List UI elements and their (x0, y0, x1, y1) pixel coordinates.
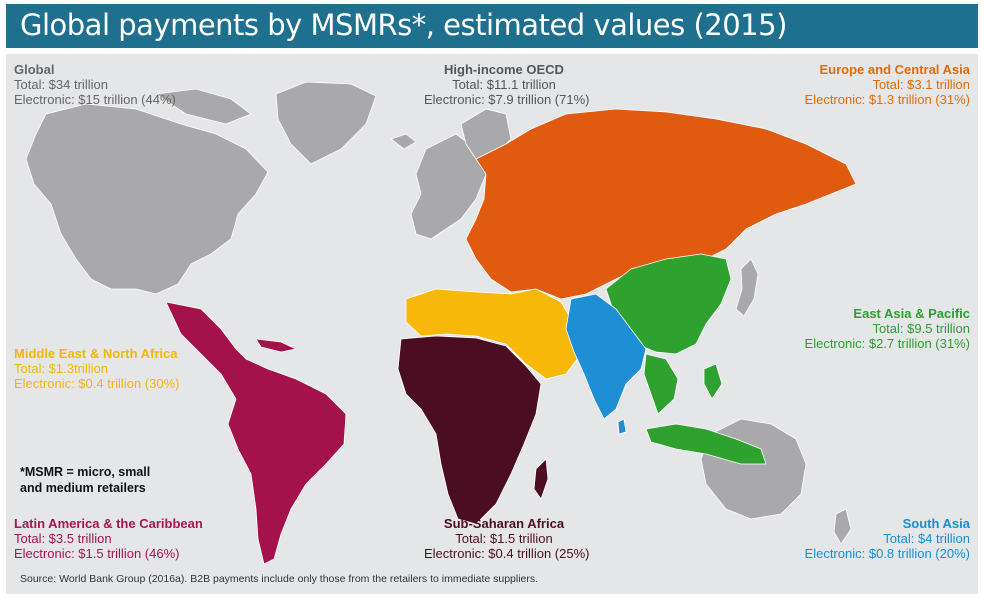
label-mena-total: Total: $1.3trillion (14, 361, 108, 376)
label-eap-total: Total: $9.5 trillion (872, 321, 970, 336)
region-philippines (703, 363, 723, 400)
label-eap-name: East Asia & Pacific (853, 306, 970, 321)
msmr-footnote-line2: and medium retailers (20, 481, 146, 495)
label-latam-total: Total: $3.5 trillion (14, 531, 112, 546)
label-global-total: Total: $34 trillion (14, 77, 108, 92)
label-ssa-electronic: Electronic: $0.4 trillion (25%) (424, 546, 590, 561)
label-latam-electronic: Electronic: $1.5 trillion (46%) (14, 546, 180, 561)
region-latin-america (165, 301, 347, 565)
label-sa-name: South Asia (902, 516, 970, 531)
region-sri-lanka (617, 418, 627, 435)
region-greenland (275, 81, 377, 165)
label-eap-electronic: Electronic: $2.7 trillion (31%) (804, 336, 970, 351)
region-indonesia (645, 423, 767, 465)
page-title: Global payments by MSMRs*, estimated val… (20, 8, 787, 42)
label-high-income-oecd: High-income OECD Total: $11.1 trillion E… (424, 62, 590, 107)
label-ssa-total: Total: $1.5 trillion (455, 531, 553, 546)
label-eca-electronic: Electronic: $1.3 trillion (31%) (804, 92, 970, 107)
region-japan (735, 258, 759, 317)
map-panel: Global Total: $34 trillion Electronic: $… (6, 54, 978, 594)
region-iceland (390, 133, 417, 150)
msmr-footnote: *MSMR = micro, small and medium retailer… (20, 464, 150, 496)
label-oecd-electronic: Electronic: $7.9 trillion (71%) (424, 92, 590, 107)
region-mena (405, 288, 582, 380)
label-sa-electronic: Electronic: $0.8 trillion (20%) (804, 546, 970, 561)
region-south-asia (565, 293, 647, 420)
label-east-asia-pacific: East Asia & Pacific Total: $9.5 trillion… (768, 306, 970, 351)
label-global-electronic: Electronic: $15 trillion (44%) (14, 92, 176, 107)
label-sub-saharan-africa: Sub-Saharan Africa Total: $1.5 trillion … (424, 516, 590, 561)
label-latin-america-caribbean: Latin America & the Caribbean Total: $3.… (14, 516, 203, 561)
label-europe-central-asia: Europe and Central Asia Total: $3.1 tril… (768, 62, 970, 107)
world-map (25, 81, 857, 565)
label-latam-name: Latin America & the Caribbean (14, 516, 203, 531)
label-global: Global Total: $34 trillion Electronic: $… (14, 62, 176, 107)
msmr-footnote-line1: *MSMR = micro, small (20, 465, 151, 479)
region-madagascar (533, 458, 549, 500)
label-oecd-name: High-income OECD (444, 62, 564, 77)
label-oecd-total: Total: $11.1 trillion (452, 77, 556, 92)
label-eca-name: Europe and Central Asia (819, 62, 971, 77)
label-mena-electronic: Electronic: $0.4 trillion (30%) (14, 376, 180, 391)
source-note: Source: World Bank Group (2016a). B2B pa… (20, 573, 539, 585)
region-sub-saharan-africa (397, 335, 542, 525)
label-south-asia: South Asia Total: $4 trillion Electronic… (768, 516, 970, 561)
title-bar: Global payments by MSMRs*, estimated val… (6, 4, 978, 48)
region-north-america (25, 103, 269, 295)
label-eca-total: Total: $3.1 trillion (872, 77, 970, 92)
label-sa-total: Total: $4 trillion (883, 531, 970, 546)
region-southeast-asia (643, 353, 679, 415)
region-caribbean (255, 338, 297, 353)
label-global-name: Global (14, 62, 55, 77)
region-arctic-islands (155, 88, 252, 125)
region-europe-central-asia (465, 108, 857, 300)
label-ssa-name: Sub-Saharan Africa (443, 516, 565, 531)
region-new-zealand (833, 508, 852, 545)
label-mena-name: Middle East & North Africa (14, 346, 178, 361)
label-middle-east-north-africa: Middle East & North Africa Total: $1.3tr… (14, 346, 179, 391)
